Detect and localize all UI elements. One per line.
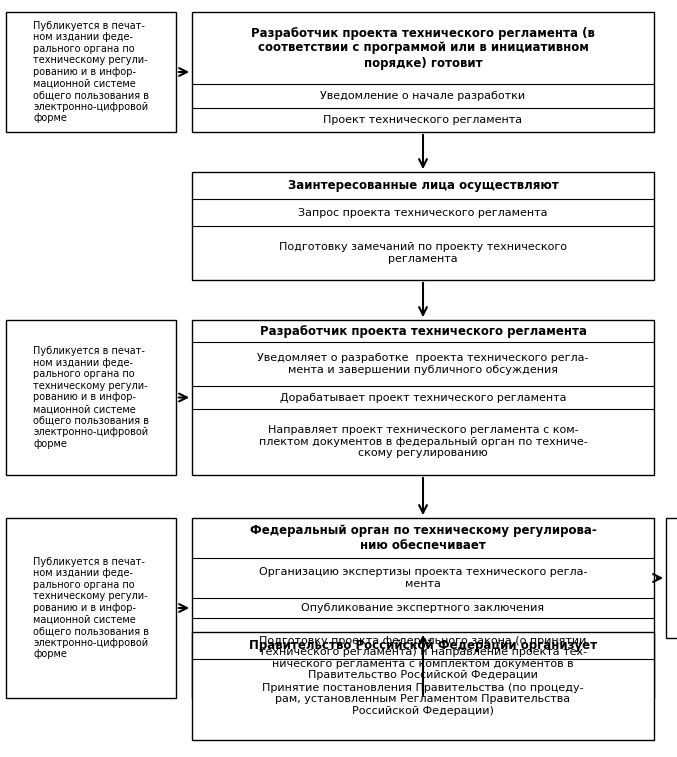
Bar <box>192 518 654 698</box>
Text: Запрос проекта технического регламента: Запрос проекта технического регламента <box>299 207 548 217</box>
Text: Организацию экспертизы проекта технического регла-
мента: Организацию экспертизы проекта техническ… <box>259 567 587 589</box>
Bar <box>666 518 677 638</box>
Text: Федеральный орган по техническому регулирова-
нию обеспечивает: Федеральный орган по техническому регули… <box>250 524 596 552</box>
Text: Публикуется в печат-
ном издании феде-
рального органа по
техническому регули-
р: Публикуется в печат- ном издании феде- р… <box>33 20 149 123</box>
Text: Разработчик проекта технического регламента (в
соответствии с программой или в и: Разработчик проекта технического регламе… <box>251 26 595 70</box>
Bar <box>192 320 654 475</box>
Text: Правительство Российской Федерации организует: Правительство Российской Федерации орган… <box>249 639 597 652</box>
Text: Дорабатывает проект технического регламента: Дорабатывает проект технического регламе… <box>280 392 566 403</box>
Bar <box>6 320 176 475</box>
Text: Опубликование экспертного заключения: Опубликование экспертного заключения <box>301 603 544 613</box>
Text: Проект технического регламента: Проект технического регламента <box>324 115 523 125</box>
Text: Публикуется в печат-
ном издании феде-
рального органа по
техническому регули-
р: Публикуется в печат- ном издании феде- р… <box>33 556 149 659</box>
Bar <box>6 518 176 698</box>
Text: Подготовку проекта федерального закона (о принятии
технического регламента) и на: Подготовку проекта федерального закона (… <box>259 636 587 681</box>
Text: Подготовку замечаний по проекту технического
регламента: Подготовку замечаний по проекту техничес… <box>279 242 567 263</box>
Bar <box>192 172 654 280</box>
Text: Заинтересованные лица осуществляют: Заинтересованные лица осуществляют <box>288 179 559 192</box>
Text: Уведомляет о разработке  проекта технического регла-
мента и завершении публично: Уведомляет о разработке проекта техничес… <box>257 354 589 375</box>
Text: Принятие постановления Правительства (по процеду-
рам, установленным Регламентом: Принятие постановления Правительства (по… <box>262 683 584 716</box>
Text: Разработчик проекта технического регламента: Разработчик проекта технического регламе… <box>259 325 586 338</box>
Bar <box>192 632 654 740</box>
Bar <box>192 12 654 132</box>
Bar <box>6 12 176 132</box>
Text: Публикуется в печат-
ном издании феде-
рального органа по
техническому регули-
р: Публикуется в печат- ном издании феде- р… <box>33 346 149 449</box>
Text: Уведомление о начале разработки: Уведомление о начале разработки <box>320 91 525 101</box>
Text: Направляет проект технического регламента с ком-
плектом документов в федеральны: Направляет проект технического регламент… <box>259 425 588 459</box>
